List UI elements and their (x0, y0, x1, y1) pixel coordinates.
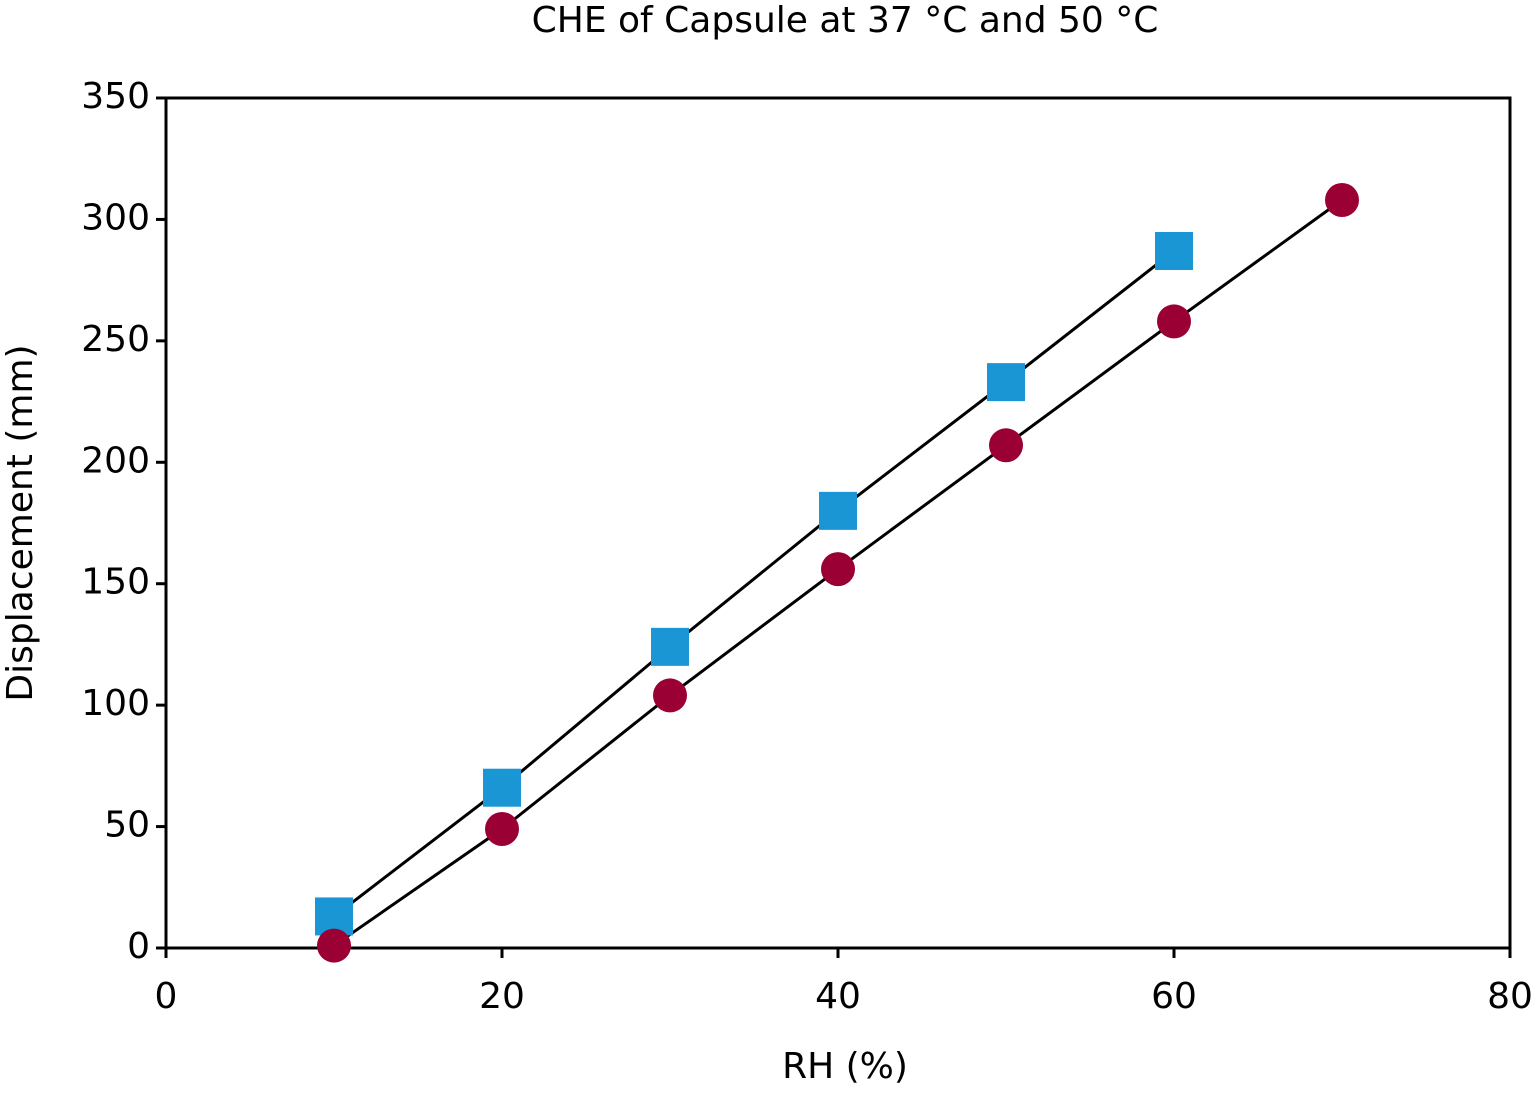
marker (989, 428, 1023, 463)
marker (317, 928, 351, 963)
y-tick-label: 350 (81, 76, 150, 117)
x-axis-label: RH (%) (782, 1046, 908, 1087)
x-tick-label: 80 (1487, 976, 1533, 1017)
x-tick-label: 20 (479, 976, 525, 1017)
chart-title: CHE of Capsule at 37 °C and 50 °C (532, 0, 1159, 41)
marker (821, 552, 855, 587)
series-line (333, 249, 1175, 918)
marker (483, 768, 521, 807)
x-tick-label: 60 (1151, 976, 1197, 1017)
y-tick-label: 100 (81, 683, 150, 724)
marker (1155, 232, 1193, 270)
marker (653, 678, 687, 713)
marker (1157, 304, 1191, 339)
y-tick-label: 300 (81, 197, 150, 238)
y-tick-label: 150 (81, 562, 150, 603)
marker (651, 627, 689, 666)
x-tick-label: 40 (815, 976, 861, 1017)
x-tick-label: 0 (155, 976, 178, 1017)
marker (819, 491, 857, 530)
marker (485, 812, 519, 846)
y-tick-label: 200 (81, 440, 150, 481)
y-tick-label: 50 (104, 805, 150, 846)
y-tick-label: 250 (81, 319, 150, 360)
y-axis-label: Displacement (mm) (0, 344, 41, 701)
marker (987, 363, 1025, 402)
marker (1325, 183, 1359, 217)
y-tick-label: 0 (127, 926, 150, 967)
